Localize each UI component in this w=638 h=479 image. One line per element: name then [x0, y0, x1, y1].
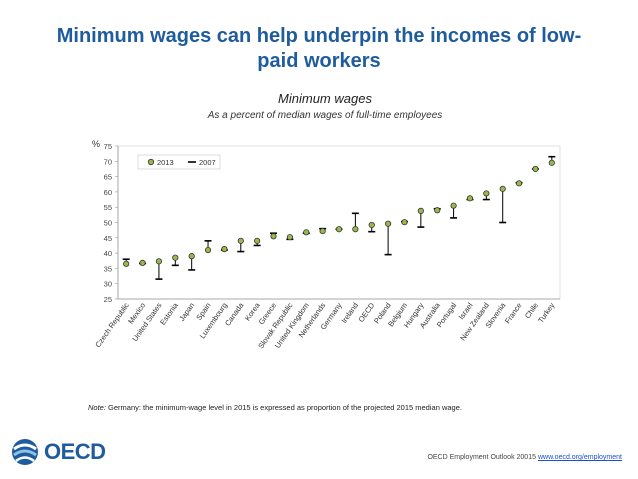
marker-2013: [335, 226, 343, 233]
marker-2013: [434, 207, 441, 214]
marker-2013: [319, 227, 326, 235]
source-link[interactable]: www.oecd.org/employment: [537, 454, 622, 461]
slide-title: Minimum wages can help underpin the inco…: [56, 25, 582, 72]
chart-title: Minimum wages: [278, 91, 372, 106]
source-line: OECD Employment Outlook 20015 www.oecd.o…: [427, 454, 622, 461]
marker-2013: [139, 259, 146, 266]
marker-2013: [483, 190, 490, 197]
y-tick-label: 25: [104, 295, 112, 304]
x-tick-label: Estonia: [158, 300, 180, 326]
x-tick-label: Japan: [177, 301, 196, 323]
marker-2013: [401, 219, 408, 226]
marker-2013: [515, 180, 523, 187]
chart-note: Note: Germany: the minimum-wage level in…: [88, 403, 588, 412]
marker-2013: [172, 254, 179, 261]
marker-2013: [548, 159, 555, 166]
legend: 2013 2007: [137, 154, 221, 170]
y-tick-label: 60: [104, 188, 112, 197]
y-tick-label: 55: [104, 203, 112, 212]
chart-subtitle: As a percent of median wages of full-tim…: [207, 110, 443, 121]
oecd-logo: OECD: [10, 436, 106, 468]
marker-2013: [155, 258, 163, 265]
note-text: Germany: the minimum-wage level in 2015 …: [105, 403, 462, 412]
logo-text: OECD: [44, 439, 106, 464]
marker-2013: [221, 246, 228, 253]
marker-2013: [237, 237, 244, 244]
oecd-globe-icon: [12, 439, 38, 465]
y-axis-label: %: [92, 139, 100, 149]
y-tick-label: 70: [104, 157, 112, 166]
marker-2013: [499, 185, 506, 192]
x-tick-label: Turkey: [536, 301, 557, 325]
legend-label-2007: 2007: [199, 158, 216, 167]
marker-2013: [352, 226, 359, 233]
marker-2013: [368, 221, 375, 229]
marker-2013: [204, 246, 212, 254]
y-tick-label: 65: [104, 173, 112, 182]
marker-2013: [286, 234, 293, 241]
marker-2013: [532, 165, 539, 173]
x-tick-label: Czech Republic: [93, 301, 131, 349]
legend-marker-2013: [147, 158, 155, 166]
y-tick-label: 40: [104, 249, 112, 258]
marker-2013: [254, 237, 261, 244]
y-tick-label: 35: [104, 264, 112, 273]
y-tick-label: 30: [104, 280, 112, 289]
legend-label-2013: 2013: [157, 158, 174, 167]
y-tick-label: 50: [104, 219, 112, 228]
x-tick-label: Ireland: [339, 301, 360, 325]
y-tick-label: 45: [104, 234, 112, 243]
marker-2013: [450, 202, 457, 209]
x-tick-label: France: [503, 301, 524, 325]
marker-2013: [123, 260, 130, 267]
note-prefix: Note:: [88, 403, 106, 412]
source-text: OECD Employment Outlook 20015: [427, 454, 536, 461]
marker-2013: [385, 220, 392, 227]
marker-2013: [270, 233, 277, 240]
marker-2013: [417, 207, 424, 214]
marker-2013: [188, 253, 195, 260]
y-tick-label: 75: [104, 142, 112, 151]
marker-2013: [466, 195, 474, 202]
legend-box: [137, 154, 221, 170]
marker-2013: [303, 229, 310, 236]
